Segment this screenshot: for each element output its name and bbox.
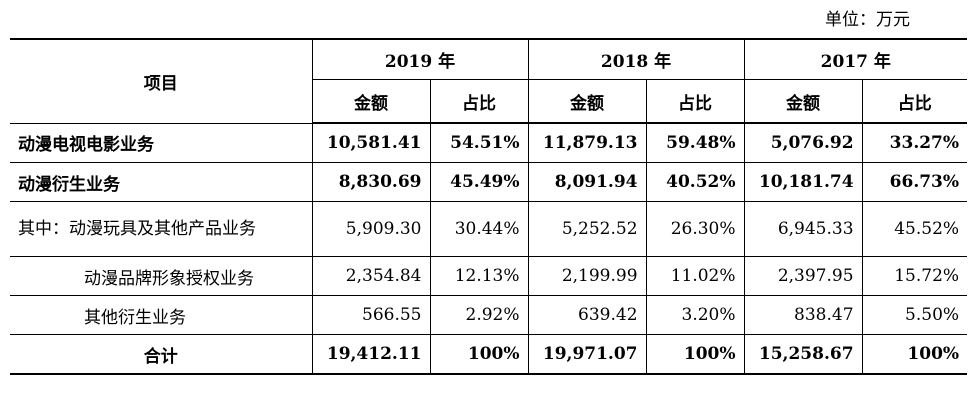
table-row: 其中：动漫玩具及其他产品业务 5,909.30 30.44% 5,252.52 … (10, 201, 968, 257)
amount-cell: 11,879.13 (527, 122, 647, 163)
ratio-cell: 30.44% (429, 201, 529, 257)
header-row-metrics: 金额 占比 金额 占比 金额 占比 (10, 79, 968, 124)
table-row: 动漫电视电影业务 10,581.41 54.51% 11,879.13 59.4… (10, 122, 968, 163)
table-row: 动漫衍生业务 8,830.69 45.49% 8,091.94 40.52% 1… (10, 162, 968, 202)
amount-cell: 6,945.33 (743, 201, 863, 257)
amount-cell: 8,830.69 (311, 162, 431, 202)
amount-header: 金额 (743, 79, 863, 124)
ratio-cell: 100% (645, 334, 745, 375)
row-label: 其他衍生业务 (10, 295, 313, 335)
row-label: 动漫品牌形象授权业务 (10, 256, 313, 296)
row-label: 其中：动漫玩具及其他产品业务 (10, 201, 313, 257)
amount-cell: 15,258.67 (743, 334, 863, 375)
header-row-years: 项目 2019 年 2018 年 2017 年 (10, 38, 968, 124)
item-header: 项目 (10, 38, 313, 124)
amount-cell: 10,181.74 (743, 162, 863, 202)
table-row: 其他衍生业务 566.55 2.92% 639.42 3.20% 838.47 … (10, 295, 968, 335)
amount-cell: 639.42 (527, 295, 647, 335)
amount-cell: 5,076.92 (743, 122, 863, 163)
ratio-cell: 33.27% (861, 122, 968, 163)
amount-cell: 8,091.94 (527, 162, 647, 202)
amount-cell: 2,354.84 (311, 256, 431, 296)
ratio-cell: 45.49% (429, 162, 529, 202)
year-header-2017: 2017 年 (743, 38, 968, 80)
amount-cell: 10,581.41 (311, 122, 431, 163)
amount-cell: 5,909.30 (311, 201, 431, 257)
row-label: 动漫电视电影业务 (10, 122, 313, 163)
ratio-cell: 100% (429, 334, 529, 375)
amount-cell: 2,199.99 (527, 256, 647, 296)
table-row-total: 合计 19,412.11 100% 19,971.07 100% 15,258.… (10, 334, 968, 375)
amount-cell: 5,252.52 (527, 201, 647, 257)
ratio-cell: 3.20% (645, 295, 745, 335)
ratio-cell: 40.52% (645, 162, 745, 202)
ratio-cell: 26.30% (645, 201, 745, 257)
ratio-cell: 66.73% (861, 162, 968, 202)
ratio-header: 占比 (429, 79, 529, 124)
amount-cell: 2,397.95 (743, 256, 863, 296)
amount-cell: 19,971.07 (527, 334, 647, 375)
amount-cell: 838.47 (743, 295, 863, 335)
amount-header: 金额 (527, 79, 647, 124)
ratio-cell: 54.51% (429, 122, 529, 163)
amount-header: 金额 (312, 79, 431, 124)
row-label: 动漫衍生业务 (10, 162, 313, 202)
year-header-2019: 2019 年 (311, 38, 529, 80)
ratio-cell: 11.02% (645, 256, 745, 296)
ratio-header: 占比 (861, 79, 968, 124)
ratio-cell: 12.13% (429, 256, 529, 296)
year-header-2018: 2018 年 (527, 38, 745, 80)
ratio-header: 占比 (645, 79, 745, 124)
revenue-table: 项目 2019 年 2018 年 2017 年 金额 占比 金额 占比 金额 占… (10, 38, 968, 375)
amount-cell: 566.55 (311, 295, 431, 335)
unit-label: 单位：万元 (825, 10, 910, 30)
table-row: 动漫品牌形象授权业务 2,354.84 12.13% 2,199.99 11.0… (10, 256, 968, 296)
ratio-cell: 45.52% (861, 201, 968, 257)
amount-cell: 19,412.11 (311, 334, 431, 375)
row-label: 合计 (10, 334, 313, 375)
ratio-cell: 5.50% (861, 295, 968, 335)
ratio-cell: 2.92% (429, 295, 529, 335)
ratio-cell: 100% (861, 334, 968, 375)
ratio-cell: 15.72% (861, 256, 968, 296)
ratio-cell: 59.48% (645, 122, 745, 163)
